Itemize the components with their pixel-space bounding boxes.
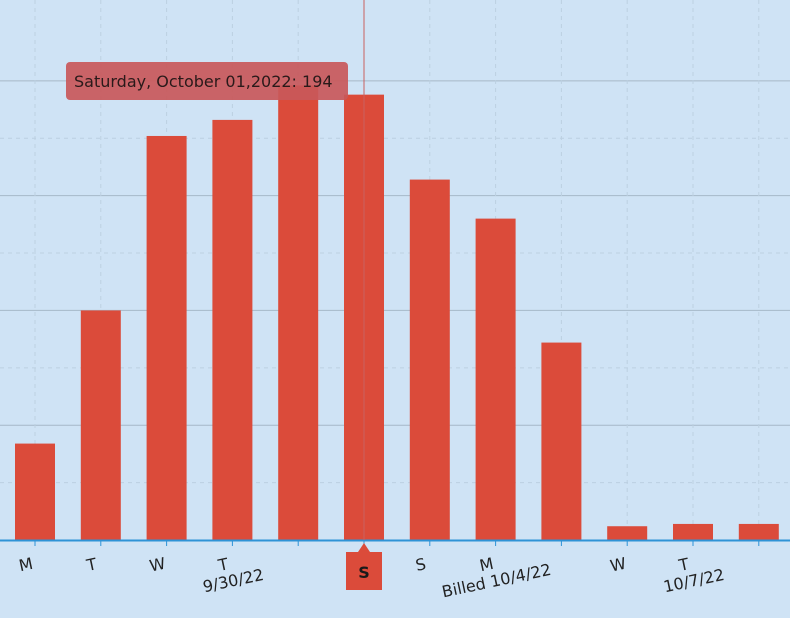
x-tick-label: T <box>216 554 231 575</box>
bar[interactable] <box>607 526 648 540</box>
bar[interactable] <box>212 119 253 540</box>
bar[interactable] <box>146 135 187 540</box>
x-tick-label: M <box>478 554 495 575</box>
tooltip-box <box>66 62 348 100</box>
bar[interactable] <box>278 85 319 540</box>
x-tick-label: S <box>414 554 428 575</box>
bar[interactable] <box>541 342 582 540</box>
selected-day-marker-box <box>346 543 382 590</box>
tooltip-text: Saturday, October 01,2022: 194 <box>74 72 333 91</box>
selected-day-label: S <box>358 563 370 582</box>
x-tick-label: W <box>148 554 168 576</box>
bar[interactable] <box>15 443 55 540</box>
selected-day-marker[interactable]: S <box>346 543 382 590</box>
x-tick-label: W <box>608 554 628 576</box>
bar[interactable] <box>475 218 516 540</box>
x-tick-label: T <box>84 554 99 575</box>
bar[interactable] <box>738 523 779 540</box>
x-tick-label: T <box>676 554 691 575</box>
tooltip: Saturday, October 01,2022: 194 <box>66 62 348 100</box>
bar[interactable] <box>409 179 450 540</box>
bar[interactable] <box>673 523 713 540</box>
bar[interactable] <box>80 310 121 540</box>
x-tick-label: M <box>17 554 34 575</box>
bar-series <box>15 85 779 540</box>
